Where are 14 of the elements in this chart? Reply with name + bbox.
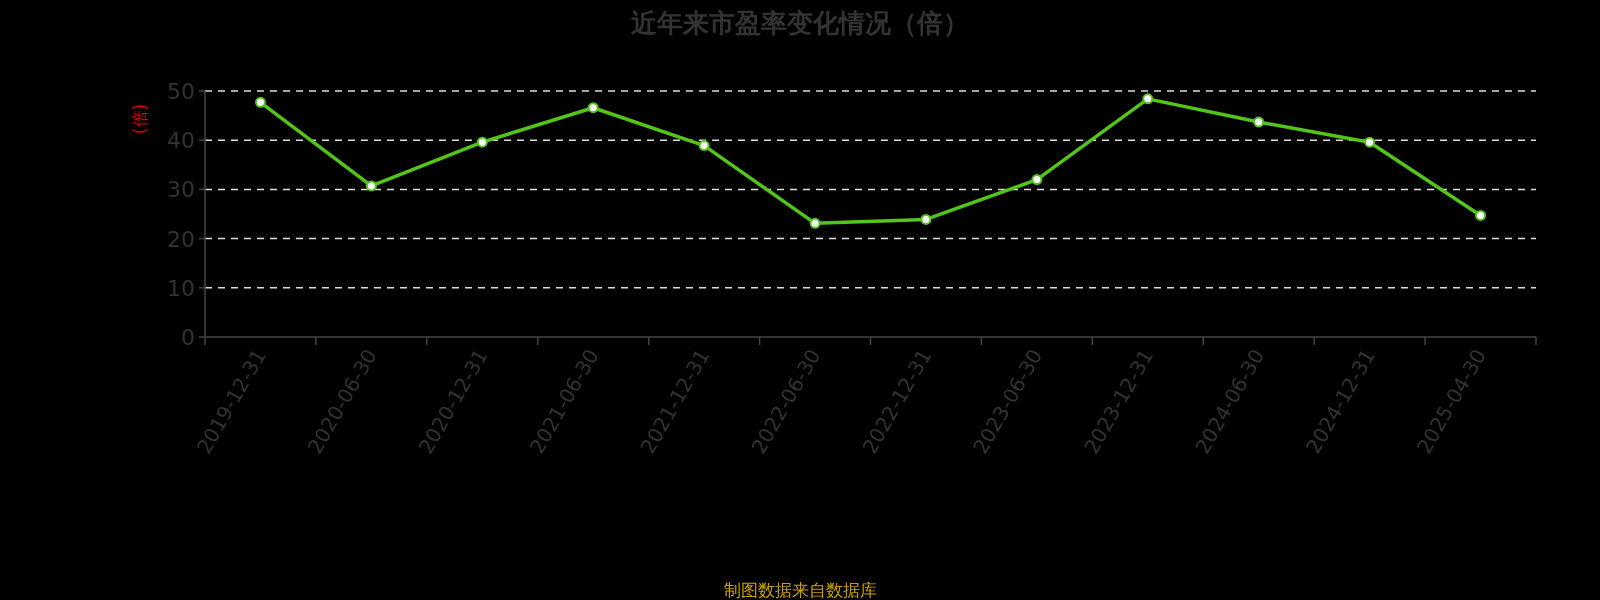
point — [254, 96, 266, 108]
point — [1031, 174, 1043, 186]
point — [476, 136, 488, 148]
point — [1142, 93, 1154, 105]
point — [920, 213, 932, 225]
point — [809, 217, 821, 229]
point — [587, 102, 599, 114]
point — [1475, 209, 1487, 221]
point — [365, 180, 377, 192]
point — [1253, 116, 1265, 128]
text: 制图数据来自数据库 — [723, 580, 877, 600]
point — [1364, 136, 1376, 148]
point — [698, 140, 710, 152]
y-axis-title: (倍) — [130, 103, 150, 135]
